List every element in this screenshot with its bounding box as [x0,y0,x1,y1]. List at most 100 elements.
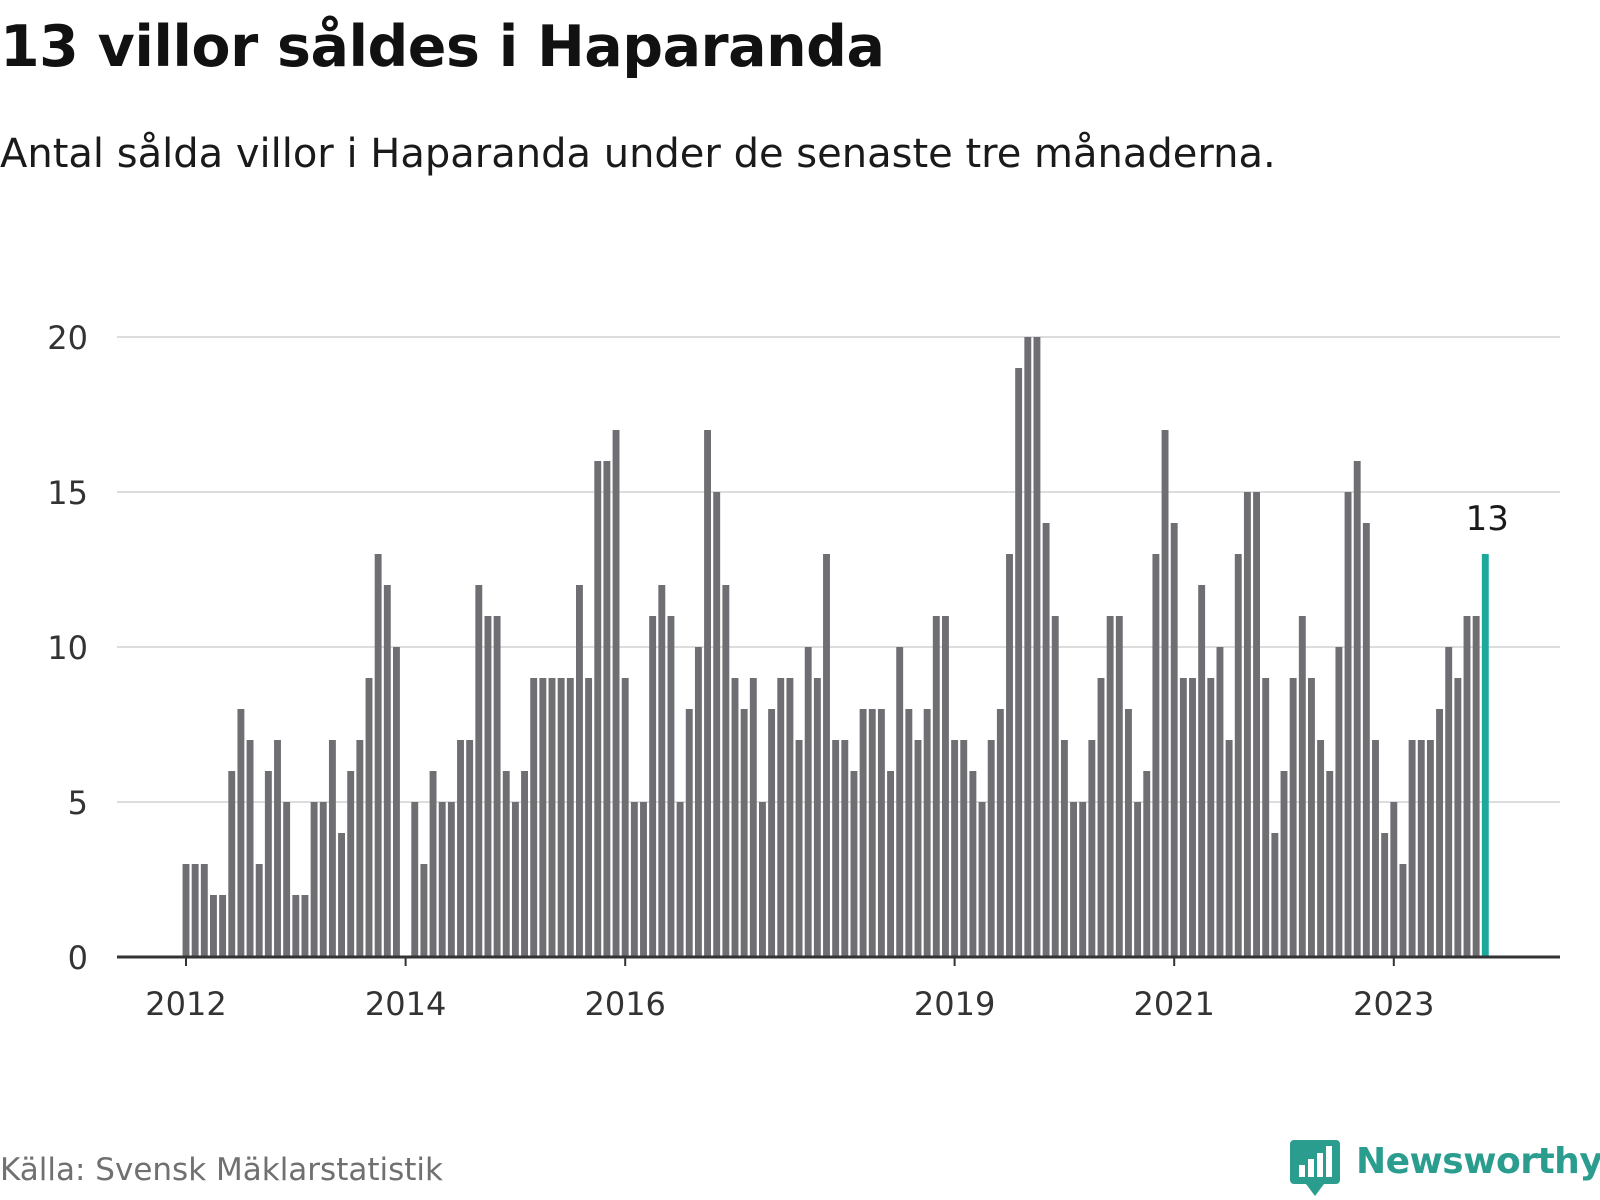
bar [960,740,968,957]
bar [996,709,1004,957]
y-tick-label: 15 [47,474,88,512]
bar [1207,678,1215,957]
bar [951,740,959,957]
x-tick-label: 2016 [584,985,665,1023]
bar [1463,616,1471,957]
bar [1033,337,1041,957]
highlight-value-label: 13 [1466,499,1509,539]
bar [1353,461,1361,957]
bar [896,647,904,957]
bar [1289,678,1297,957]
bar [1161,430,1169,957]
bar [1253,492,1260,957]
bar [228,771,236,957]
bar [704,430,711,957]
bar [713,492,721,957]
bar [658,585,666,957]
bar [877,709,885,957]
chart-subtitle: Antal sålda villor i Haparanda under de … [0,131,1276,177]
bar [576,585,583,957]
bar [475,585,483,957]
bar [795,740,803,957]
bar [905,709,913,957]
bar [603,461,611,957]
bar [1125,709,1132,957]
bar [1317,740,1325,957]
bar [859,709,867,957]
bar [457,740,464,957]
bar [923,709,931,957]
bar [246,740,254,957]
bar [1344,492,1352,957]
bar [1198,585,1206,957]
bar [347,771,355,957]
bar [411,802,419,957]
bar [328,740,336,957]
bar [1115,616,1123,957]
bar [1408,740,1416,957]
bar [447,802,455,957]
x-tick-label: 2019 [914,985,995,1023]
bar [484,616,492,957]
bar [868,709,876,957]
bar [210,895,217,957]
bar [264,771,272,957]
bar [887,771,894,957]
bar [182,864,190,957]
bar [786,678,794,957]
bar [1472,616,1480,957]
bar [987,740,995,957]
bar [383,585,391,957]
bar [1326,771,1334,957]
bar [585,678,593,957]
bar [759,802,766,957]
bar [301,895,309,957]
bar [1152,554,1160,957]
bar [338,833,345,957]
bar [1143,771,1151,957]
bar [749,678,757,957]
brand-name: Newsworthy [1356,1141,1600,1182]
bar [694,647,702,957]
bar [292,895,300,957]
bar [393,647,400,957]
bar [438,802,446,957]
bar [850,771,858,957]
chart-title: 13 villor såldes i Haparanda [0,14,885,80]
bar [374,554,382,957]
bar [310,802,318,957]
bar [557,678,565,957]
bar [649,616,657,957]
bar [1445,647,1453,957]
bar [1006,554,1013,957]
bar [740,709,748,957]
bar [1243,492,1251,957]
x-tick-label: 2014 [365,985,446,1023]
bar [667,616,675,957]
source-note: Källa: Svensk Mäklarstatistik [0,1152,443,1188]
bar [1189,678,1196,957]
bar [502,771,510,957]
highlight-bar [1481,554,1489,957]
bar [731,678,739,957]
bar [420,864,428,957]
bar [1417,740,1425,957]
bar [621,678,629,957]
bar [356,740,364,957]
bar [255,864,263,957]
bar [1179,678,1187,957]
bar [1088,740,1096,957]
bar [813,678,821,957]
bar [237,709,245,957]
bar [219,895,227,957]
bar [1234,554,1242,957]
bar [283,802,291,957]
bar [685,709,693,957]
bar [1381,833,1389,957]
bar [466,740,474,957]
bar [832,740,840,957]
bar [1015,368,1023,957]
bar [777,678,785,957]
bar [521,771,528,957]
bar [1335,647,1343,957]
